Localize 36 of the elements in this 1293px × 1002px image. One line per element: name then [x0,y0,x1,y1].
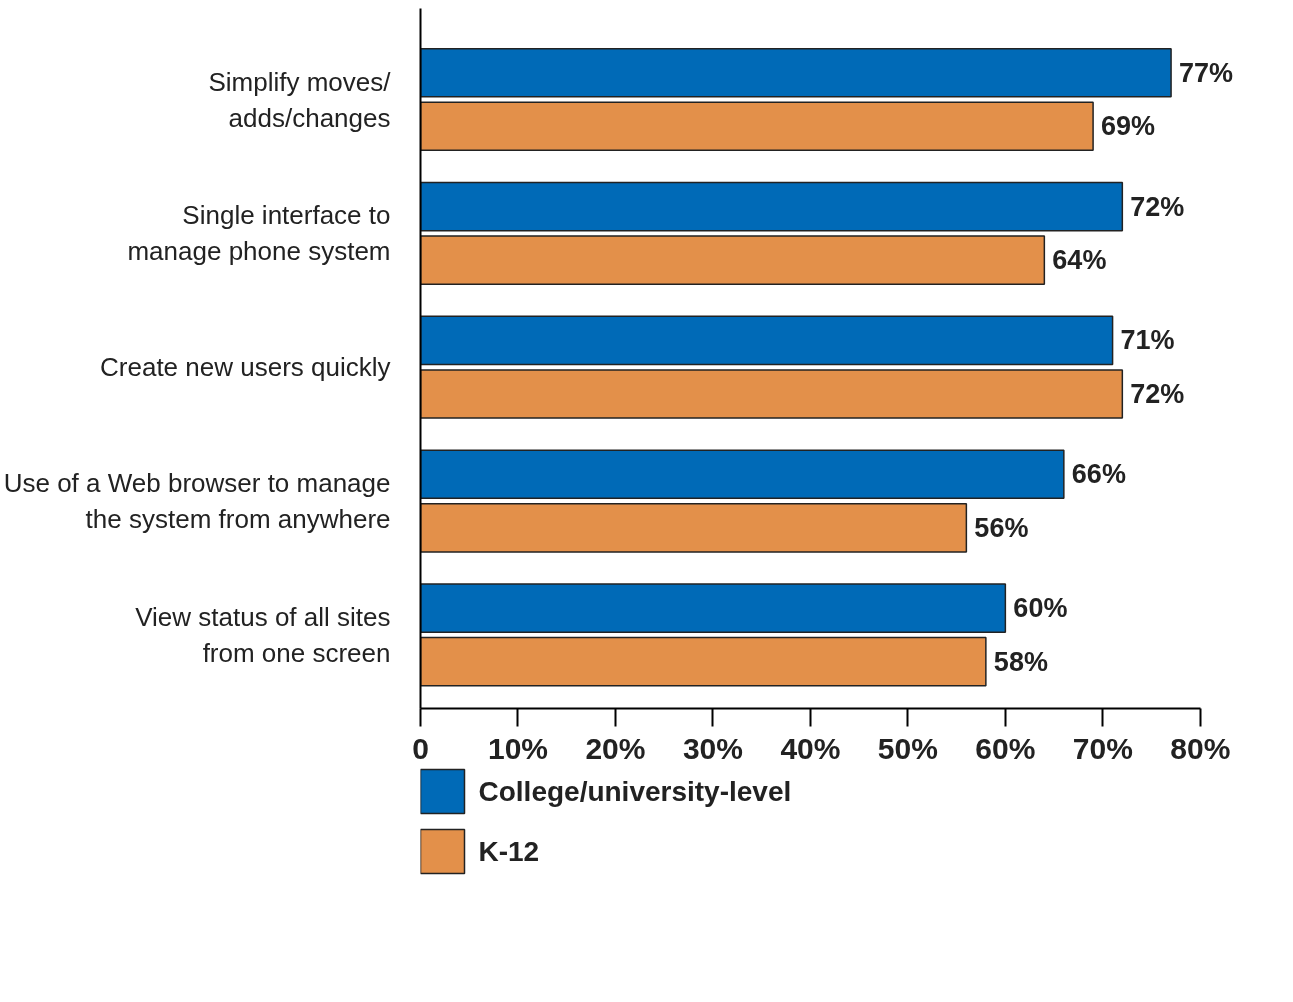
bar [420,369,1124,419]
y-tick-label: Use of a Web browser to manage the system from anywhere [3,468,391,535]
x-tick-label: 70% [1072,731,1133,765]
y-tick-label: Single interface to manage phone system [127,200,391,267]
bar [420,181,1124,232]
data-label: 77% [1179,57,1234,88]
x-tick-label: 30% [682,731,743,765]
data-label: 71% [1120,325,1175,356]
bar [420,636,987,687]
bar [420,502,968,553]
x-tick-label: 0 [412,731,429,765]
legend-label: College/university-level [478,776,792,807]
y-tick-label: View status of all sites from one screen [135,601,391,668]
bar [420,47,1172,98]
data-label: 56% [974,512,1029,543]
bar [420,315,1114,366]
bar [420,449,1065,500]
data-label: 72% [1130,191,1185,222]
data-label: 60% [1013,593,1068,624]
y-tick-label: Create new users quickly [100,352,391,383]
data-label: 72% [1130,378,1185,409]
data-label: 58% [993,646,1048,677]
bar [420,101,1094,152]
data-label: 69% [1101,111,1156,142]
bar [420,235,1046,285]
data-label: 66% [1071,459,1126,490]
x-tick-label: 40% [780,731,841,765]
legend-label: K-12 [478,836,540,867]
bar [420,583,1007,633]
y-tick-label: Simplify moves/ adds/changes [208,66,392,133]
x-tick-label: 60% [975,731,1036,765]
x-tick-label: 50% [877,731,938,765]
x-tick-label: 20% [585,731,646,765]
x-tick-label: 80% [1170,731,1231,765]
x-tick-label: 10% [487,731,548,765]
data-label: 64% [1052,245,1107,276]
